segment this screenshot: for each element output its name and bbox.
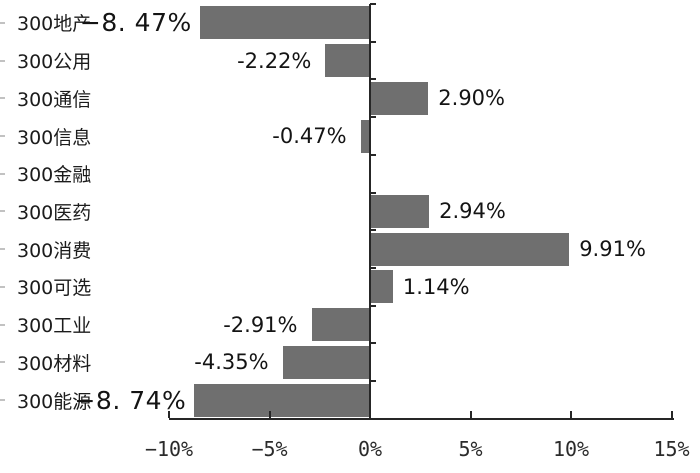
- x-axis-tick: [469, 411, 472, 418]
- zero-axis-tick: [370, 304, 376, 307]
- bar: [194, 383, 370, 417]
- category-tick: [0, 172, 5, 175]
- value-label: -0.47%: [272, 124, 347, 149]
- category-label: 300金融: [17, 164, 92, 187]
- category-tick: [0, 21, 5, 24]
- zero-axis-tick: [370, 380, 376, 383]
- value-label: −8. 74%: [74, 385, 187, 415]
- zero-axis-tick: [370, 3, 376, 5]
- bar: [360, 119, 370, 153]
- value-label: -4.35%: [194, 350, 269, 375]
- zero-axis-tick: [370, 153, 376, 156]
- zero-axis-tick: [370, 267, 376, 270]
- x-axis-tick: [369, 411, 371, 418]
- category-tick: [0, 135, 5, 138]
- bar: [311, 308, 370, 342]
- category-tick: [0, 285, 5, 288]
- x-axis-tick: [168, 411, 170, 418]
- category-label: 300通信: [17, 88, 92, 111]
- x-axis-tick: [268, 411, 271, 418]
- value-label: 9.91%: [579, 237, 646, 262]
- zero-axis-tick: [370, 40, 376, 43]
- bar: [370, 270, 393, 304]
- category-tick: [0, 399, 5, 402]
- value-label: 2.94%: [439, 199, 506, 224]
- x-tick-label: −5%: [251, 437, 288, 461]
- value-label: -2.91%: [223, 312, 298, 337]
- category-label: 300消费: [17, 239, 92, 262]
- zero-axis-tick: [370, 116, 376, 119]
- x-tick-label: 0%: [357, 437, 383, 461]
- category-tick: [0, 361, 5, 364]
- x-axis-tick: [570, 411, 572, 418]
- bar: [325, 44, 370, 78]
- bar: [370, 232, 570, 266]
- x-tick-label: 5%: [458, 437, 483, 461]
- category-label: 300公用: [17, 51, 92, 74]
- zero-axis-tick: [370, 342, 376, 345]
- category-label: 300医药: [17, 201, 92, 224]
- x-tick-label: 15%: [653, 437, 690, 461]
- bar: [282, 345, 370, 379]
- x-axis-tick: [670, 411, 673, 418]
- value-label: -2.22%: [237, 48, 312, 73]
- category-tick: [0, 248, 5, 251]
- zero-axis-tick: [370, 78, 376, 81]
- x-tick-label: −10%: [144, 437, 194, 461]
- category-label: 300材料: [17, 352, 92, 375]
- bar: [199, 6, 370, 40]
- bar: [370, 81, 429, 115]
- zero-axis-line: [369, 4, 371, 420]
- bar: [370, 194, 430, 228]
- x-tick-label: 10%: [552, 437, 590, 461]
- category-label: 300工业: [17, 315, 92, 338]
- value-label: −8. 47%: [79, 8, 192, 38]
- category-tick: [0, 210, 5, 213]
- category-label: 300能源: [17, 390, 92, 413]
- category-tick: [0, 323, 5, 326]
- category-label: 300可选: [17, 277, 92, 300]
- zero-axis-tick: [370, 191, 376, 194]
- value-label: 1.14%: [402, 274, 470, 299]
- value-label: 2.90%: [438, 86, 505, 111]
- category-tick: [0, 97, 5, 100]
- category-tick: [0, 59, 5, 62]
- x-axis-line: [169, 418, 674, 420]
- category-label: 300地产: [17, 13, 92, 36]
- category-label: 300信息: [17, 126, 92, 149]
- zero-axis-tick: [370, 229, 376, 232]
